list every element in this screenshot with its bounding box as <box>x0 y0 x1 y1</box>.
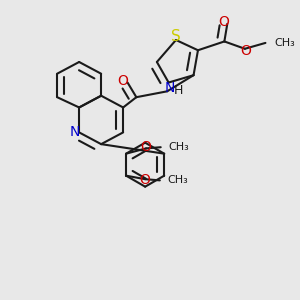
Text: N: N <box>164 81 175 95</box>
Text: H: H <box>174 84 183 97</box>
Text: S: S <box>171 29 181 44</box>
Text: CH₃: CH₃ <box>167 176 188 185</box>
Text: CH₃: CH₃ <box>168 142 189 152</box>
Text: O: O <box>118 74 129 88</box>
Text: O: O <box>140 140 151 154</box>
Text: O: O <box>218 15 229 29</box>
Text: O: O <box>240 44 251 58</box>
Text: O: O <box>139 173 150 188</box>
Text: CH₃: CH₃ <box>274 38 295 48</box>
Text: N: N <box>70 125 80 140</box>
